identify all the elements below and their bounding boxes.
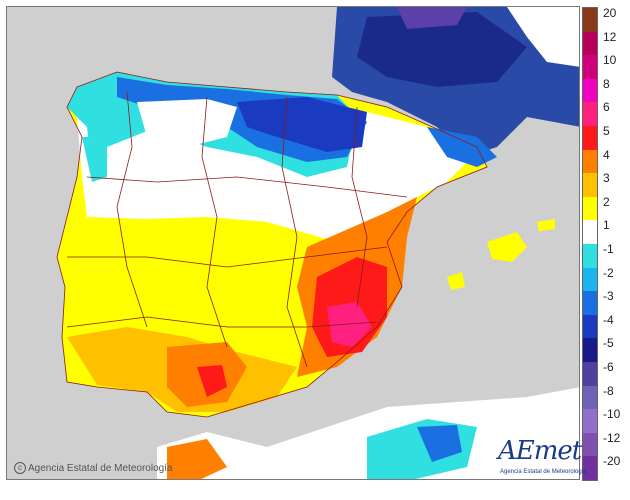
north-africa-land [157, 387, 579, 479]
catalonia-blue [427, 127, 497, 167]
mallorca [487, 232, 527, 262]
france-purple [397, 7, 467, 29]
legend-swatch [583, 314, 597, 339]
legend-swatch [583, 385, 597, 410]
legend-swatch [583, 456, 597, 481]
legend-swatch [583, 432, 597, 457]
color-legend [582, 7, 598, 481]
legend-tick-label: 2 [603, 194, 610, 209]
legend-tick-label: 6 [603, 100, 610, 115]
murcia-magenta [327, 302, 372, 347]
credit-text: Agencia Estatal de Meteorología [28, 463, 173, 474]
legend-tick-label: -12 [603, 430, 621, 445]
legend-tick-label: -1 [603, 242, 614, 256]
aemet-logo: AEmet [498, 436, 582, 466]
legend-tick-label: 3 [603, 171, 610, 186]
legend-tick-label: -2 [603, 265, 614, 280]
legend-tick-label: 4 [603, 147, 610, 162]
legend-tick-label: -5 [603, 336, 614, 351]
menorca [537, 219, 555, 231]
legend-swatch [583, 409, 597, 434]
legend-swatch [583, 55, 597, 80]
north-africa-blue [417, 425, 462, 462]
copyright-icon: c [14, 462, 26, 474]
galicia-cyan [82, 137, 107, 182]
legend-tick-label: 8 [603, 76, 610, 91]
legend-tick-label: -8 [603, 383, 614, 398]
legend-tick-label: -10 [603, 407, 621, 422]
legend-swatch [583, 126, 597, 151]
legend-swatch [583, 196, 597, 221]
legend-swatch [583, 220, 597, 245]
legend-swatch [583, 267, 597, 292]
legend-tick-label: 5 [603, 124, 610, 138]
legend-tick-label: -6 [603, 360, 614, 374]
legend-swatch [583, 31, 597, 56]
legend-swatch [583, 8, 597, 33]
legend-tick-label: -20 [603, 454, 621, 469]
legend-swatch [583, 173, 597, 198]
temperature-anomaly-map [7, 7, 579, 479]
legend-tick-label: 1 [603, 218, 610, 233]
legend-tick-label: 12 [603, 29, 617, 44]
aemet-logo-subtitle: Agencia Estatal de Meteorología [500, 469, 587, 475]
ibiza [447, 272, 465, 290]
legend-swatch [583, 102, 597, 127]
legend-swatch [583, 338, 597, 363]
province-borders [56, 71, 488, 418]
legend-swatch [583, 149, 597, 174]
granada-red [197, 365, 227, 397]
legend-tick-label: -4 [603, 312, 614, 327]
cantabria-white [137, 99, 237, 147]
france-east [507, 7, 579, 67]
north-africa-orange [167, 439, 227, 479]
map-frame [6, 6, 580, 480]
legend-tick-label: 20 [603, 6, 617, 20]
legend-swatch [583, 78, 597, 103]
legend-swatch [583, 291, 597, 316]
basque-deep [237, 97, 367, 152]
legend-swatch [583, 362, 597, 387]
legend-tick-label: -3 [603, 289, 614, 304]
legend-swatch [583, 244, 597, 269]
france-deep [357, 12, 527, 87]
legend-tick-label: 10 [603, 53, 617, 68]
